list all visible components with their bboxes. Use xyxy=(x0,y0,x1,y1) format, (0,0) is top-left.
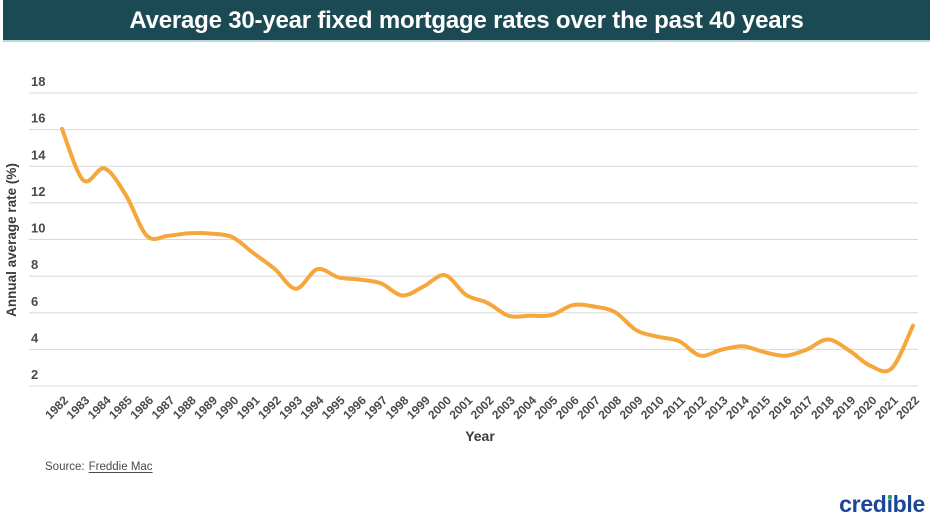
chart-title: Average 30-year fixed mortgage rates ove… xyxy=(129,7,804,34)
x-tick-label: 2022 xyxy=(893,393,922,422)
rate-line-series xyxy=(60,126,915,374)
y-tick-label: 18 xyxy=(31,74,45,89)
y-tick-label: 8 xyxy=(31,257,38,272)
y-tick-label: 2 xyxy=(31,367,38,382)
source-link[interactable]: Freddie Mac xyxy=(88,461,153,473)
y-tick-label: 6 xyxy=(31,294,38,309)
logo-text-before-i: cred xyxy=(839,491,887,517)
logo-text-after-i: ble xyxy=(892,491,926,517)
y-tick-label: 16 xyxy=(31,111,45,126)
credible-logo: credı ble xyxy=(839,491,925,518)
y-axis-title: Annual average rate (%) xyxy=(4,163,19,317)
y-tick-label: 12 xyxy=(31,184,45,199)
y-tick-label: 10 xyxy=(31,221,45,236)
x-axis-title: Year xyxy=(465,428,495,444)
y-tick-label: 14 xyxy=(31,147,46,162)
source-label: Source: xyxy=(45,461,85,473)
source-note: Source: Freddie Mac xyxy=(45,461,153,473)
logo-letter-i: ı xyxy=(887,491,893,518)
logo-i-base: ı xyxy=(886,491,893,517)
logo-i-dot xyxy=(887,494,892,499)
y-tick-label: 4 xyxy=(31,330,39,345)
title-banner: Average 30-year fixed mortgage rates ove… xyxy=(3,0,930,42)
